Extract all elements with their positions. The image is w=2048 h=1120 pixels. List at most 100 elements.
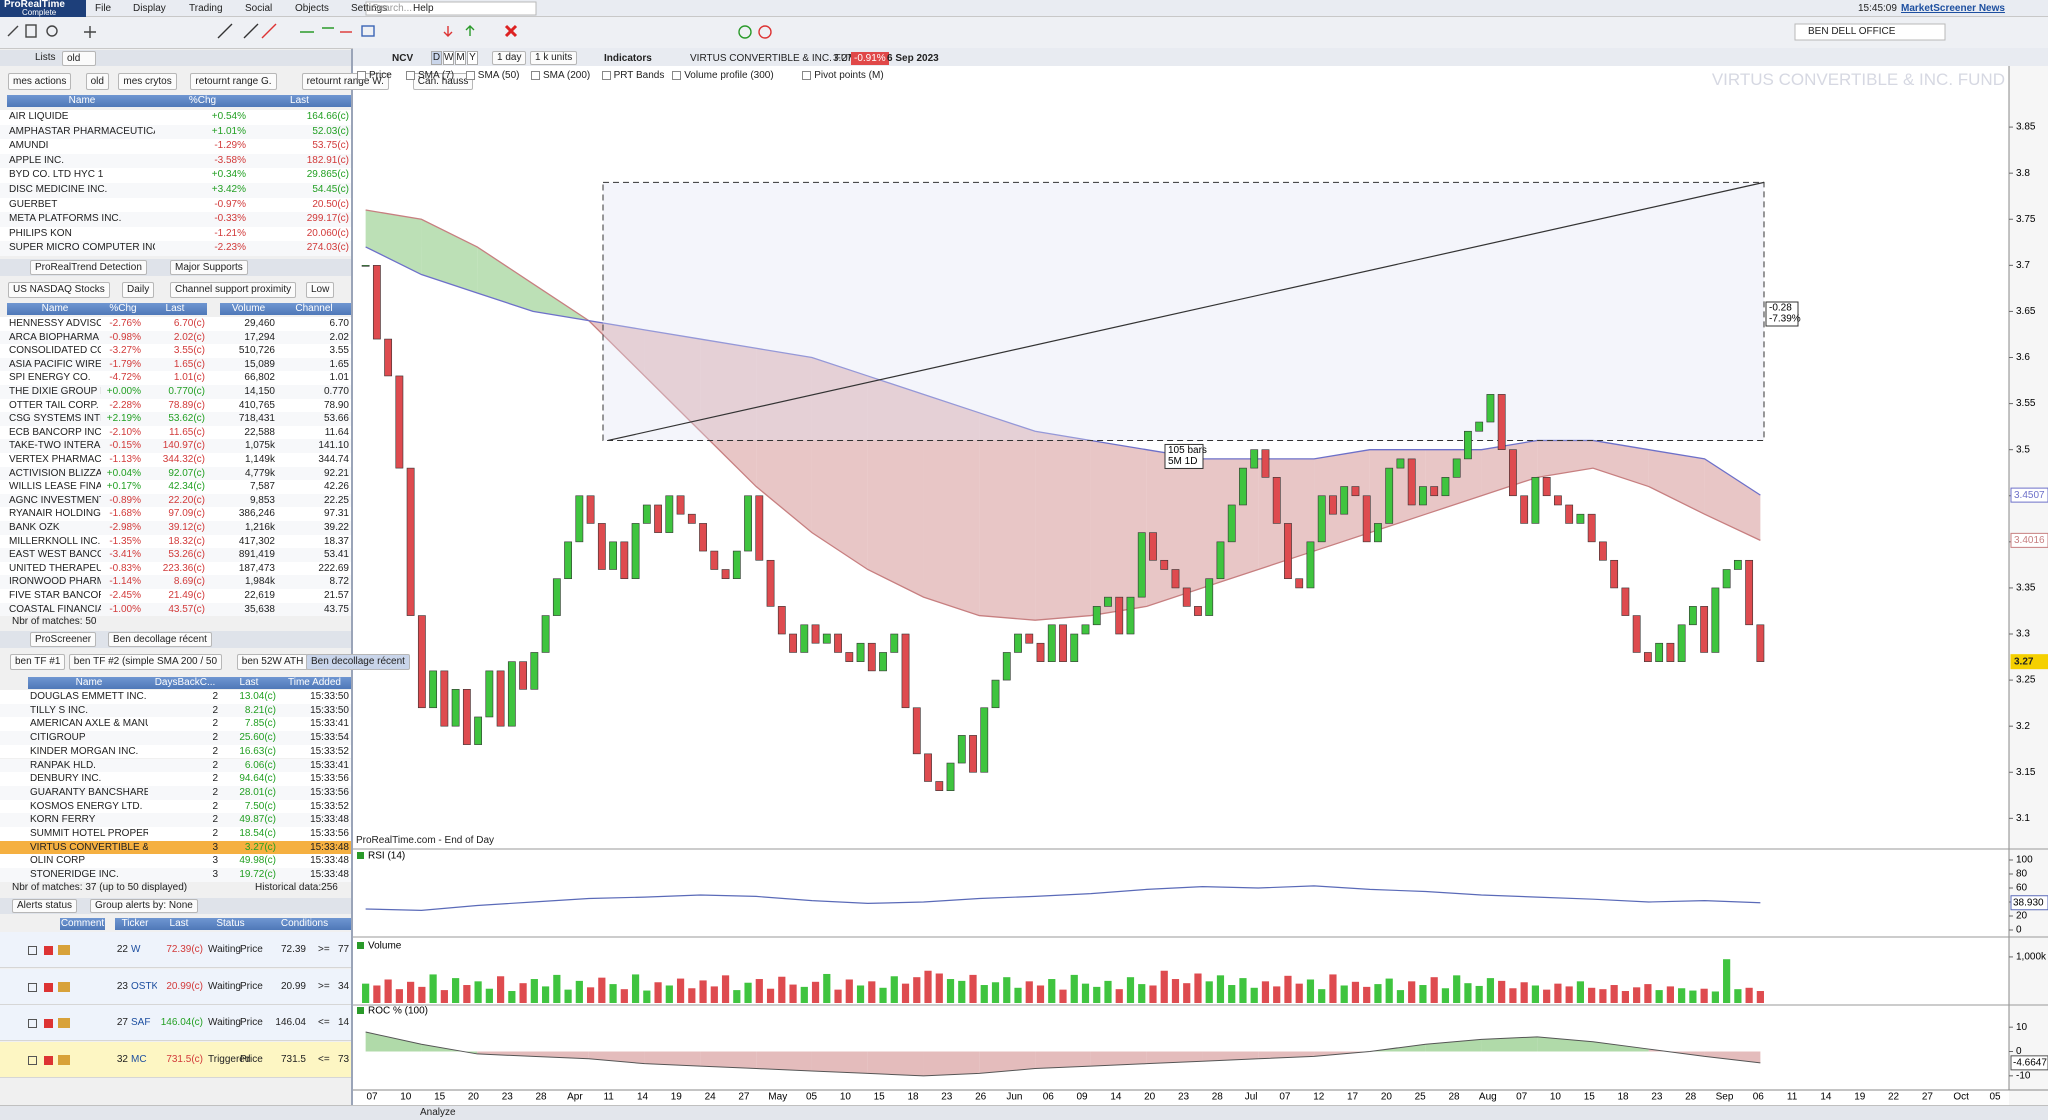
- table-cell[interactable]: 718,431: [238, 413, 275, 425]
- table-cell[interactable]: +1.01%: [211, 125, 246, 137]
- screener-tab[interactable]: ben TF #1: [10, 654, 66, 670]
- table-cell[interactable]: 15:33:54: [310, 732, 349, 744]
- table-cell[interactable]: 2: [212, 732, 218, 744]
- table-cell[interactable]: 891,419: [238, 549, 275, 561]
- table-cell[interactable]: 2: [212, 759, 218, 771]
- table-cell[interactable]: 97.31: [323, 508, 349, 520]
- table-cell[interactable]: DOUGLAS EMMETT INC.: [30, 691, 147, 702]
- table-cell[interactable]: 4,779k: [244, 467, 275, 479]
- table-cell[interactable]: 53.75(c): [312, 140, 349, 152]
- table-cell[interactable]: -1.29%: [214, 140, 246, 152]
- table-cell[interactable]: 15:33:56: [310, 786, 349, 798]
- alert-icon[interactable]: [58, 945, 70, 955]
- icon[interactable]: [46, 25, 58, 37]
- table-cell[interactable]: AIR LIQUIDE: [9, 111, 69, 122]
- table-cell[interactable]: 94.64(c): [239, 773, 276, 785]
- table-cell[interactable]: IRONWOOD PHARM...: [9, 576, 101, 588]
- table-cell[interactable]: 164.66(c): [306, 111, 349, 122]
- table-cell[interactable]: +0.17%: [106, 481, 141, 493]
- table-cell[interactable]: TAKE-TWO INTERAC...: [9, 440, 101, 452]
- table-cell[interactable]: 66,802: [244, 372, 275, 384]
- list-tab[interactable]: retournt range W.: [301, 73, 389, 90]
- table-cell[interactable]: 2: [212, 745, 218, 757]
- table-cell[interactable]: 78.90: [323, 399, 349, 411]
- table-cell[interactable]: 2: [212, 718, 218, 730]
- table-cell[interactable]: 15:33:56: [310, 773, 349, 785]
- icon[interactable]: [84, 26, 96, 38]
- icon[interactable]: [758, 25, 772, 39]
- table-cell[interactable]: 92.07(c): [168, 467, 205, 479]
- period-button[interactable]: D: [431, 51, 442, 65]
- table-cell[interactable]: 1.01(c): [173, 372, 205, 384]
- table-cell[interactable]: 510,726: [238, 345, 275, 357]
- table-cell[interactable]: 2.02: [329, 331, 349, 343]
- table-cell[interactable]: 182.91(c): [306, 154, 349, 166]
- table-cell[interactable]: 15:33:52: [310, 800, 349, 812]
- checkbox[interactable]: [465, 71, 475, 80]
- table-cell[interactable]: 13.04(c): [239, 691, 276, 702]
- table-cell[interactable]: 11.64: [324, 426, 349, 438]
- table-cell[interactable]: 21.49(c): [168, 590, 205, 601]
- dropdown[interactable]: Daily: [122, 282, 155, 298]
- table-cell[interactable]: META PLATFORMS INC.: [9, 213, 122, 225]
- table-cell[interactable]: STONERIDGE INC.: [30, 869, 119, 881]
- table-cell[interactable]: 6.70: [329, 318, 349, 329]
- list-tab[interactable]: mes actions: [8, 73, 72, 90]
- alert-icon[interactable]: [28, 1055, 37, 1065]
- legend-item[interactable]: PRT Bands: [613, 70, 665, 81]
- list-tab[interactable]: Can. hauss: [412, 73, 474, 90]
- table-cell[interactable]: DISC MEDICINE INC.: [9, 184, 108, 195]
- table-cell[interactable]: 3: [212, 869, 218, 881]
- table-cell[interactable]: 0.770(c): [168, 386, 205, 397]
- table-cell[interactable]: 2: [212, 786, 218, 798]
- table-cell[interactable]: AGNC INVESTMENT: [9, 494, 101, 506]
- table-cell[interactable]: -2.98%: [109, 522, 141, 533]
- alert-icon[interactable]: [58, 1054, 70, 1065]
- table-cell[interactable]: 344.32(c): [162, 454, 205, 465]
- table-cell[interactable]: 15:33:56: [310, 828, 349, 839]
- table-cell[interactable]: 20.50(c): [312, 198, 349, 210]
- indicators[interactable]: Indicators: [604, 53, 652, 64]
- table-cell[interactable]: 18.37: [323, 535, 349, 547]
- table-cell[interactable]: KOSMOS ENERGY LTD.: [30, 800, 143, 812]
- alert-icon[interactable]: [28, 1019, 37, 1029]
- table-cell[interactable]: 1,216k: [244, 522, 275, 533]
- table-cell[interactable]: 53.62(c): [168, 413, 205, 425]
- table-cell[interactable]: ECB BANCORP INC.: [9, 426, 101, 438]
- table-cell[interactable]: 52.03(c): [312, 125, 349, 137]
- table-cell[interactable]: 2: [212, 828, 218, 839]
- table-cell[interactable]: 49.87(c): [239, 814, 276, 826]
- alert-ticker[interactable]: W: [131, 944, 141, 955]
- legend-item[interactable]: SMA (7): [418, 70, 455, 81]
- table-cell[interactable]: OTTER TAIL CORP.: [9, 399, 99, 411]
- checkbox[interactable]: [531, 71, 540, 80]
- icon[interactable]: [7, 25, 19, 37]
- table-cell[interactable]: CONSOLIDATED CO...: [9, 345, 101, 357]
- table-cell[interactable]: -3.41%: [109, 549, 141, 561]
- table-cell[interactable]: 11.65(c): [169, 426, 205, 438]
- table-cell[interactable]: ARCA BIOPHARMA I...: [9, 331, 101, 343]
- table-cell[interactable]: 15:33:50: [310, 704, 349, 716]
- table-cell[interactable]: COASTAL FINANCIAL: [9, 603, 101, 615]
- table-cell[interactable]: 141.10: [318, 440, 349, 452]
- table-cell[interactable]: 1,984k: [244, 576, 275, 588]
- table-cell[interactable]: 1,075k: [244, 440, 275, 452]
- table-cell[interactable]: 28.01(c): [239, 786, 276, 798]
- menu-item[interactable]: Settings: [351, 3, 388, 14]
- table-cell[interactable]: -2.23%: [214, 242, 246, 254]
- table-cell[interactable]: 7,587: [249, 481, 275, 493]
- table-cell[interactable]: WILLIS LEASE FINAN...: [9, 481, 101, 493]
- table-cell[interactable]: -1.13%: [109, 454, 141, 465]
- icon[interactable]: [25, 24, 37, 38]
- table-cell[interactable]: +0.00%: [106, 386, 141, 397]
- table-cell[interactable]: EAST WEST BANCO...: [9, 549, 101, 561]
- list-tab[interactable]: mes crytos: [118, 73, 177, 90]
- legend-item[interactable]: Volume profile (300): [684, 70, 774, 81]
- table-cell[interactable]: 22.20(c): [168, 494, 205, 506]
- icon[interactable]: [465, 25, 475, 36]
- table-cell[interactable]: 6.70(c): [173, 318, 205, 329]
- checkbox[interactable]: [672, 71, 682, 80]
- table-cell[interactable]: CITIGROUP: [30, 732, 86, 744]
- table-cell[interactable]: 15:33:50: [310, 691, 349, 702]
- table-cell[interactable]: 22,588: [244, 426, 275, 438]
